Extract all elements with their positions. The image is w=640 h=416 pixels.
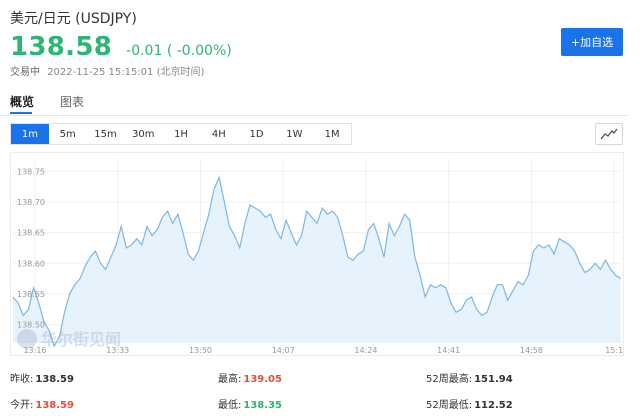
line-chart-icon — [600, 128, 618, 140]
x-tick-label: 14:07 — [272, 346, 295, 355]
y-tick-label: 138.65 — [17, 229, 45, 238]
last-price: 138.58 — [10, 32, 113, 62]
chart-svg: 华尔街见闻 138.75 138.70 138.65 138.60 138.55 138.5… — [12, 159, 623, 355]
period-1w[interactable]: 1W — [286, 128, 303, 140]
x-tick-label: 13:16 — [23, 346, 46, 355]
price-change: -0.01 ( -0.00%) — [126, 43, 232, 59]
stat-52w-low: 52周最低: 112.52 — [426, 400, 513, 411]
watermark-text: 华尔街见闻 — [41, 330, 121, 349]
stat-open: 今开: 138.59 — [10, 400, 74, 411]
price-area — [13, 177, 621, 347]
stat-low: 最低: 138.35 — [218, 400, 282, 411]
period-selector: 1m 5m 15m 30m 1H 4H 1D 1W 1M — [10, 123, 352, 145]
period-4h[interactable]: 4H — [211, 128, 226, 140]
y-tick-label: 138.70 — [17, 198, 45, 207]
add-to-watchlist-button[interactable]: +加自选 — [561, 28, 623, 56]
y-tick-label: 138.75 — [17, 167, 45, 176]
watermark-logo-icon — [17, 329, 37, 349]
stat-prev-close: 昨收: 138.59 — [10, 374, 74, 385]
period-1mo[interactable]: 1M — [324, 128, 340, 140]
trading-status: 交易中 — [10, 67, 40, 78]
price-row: 138.58 -0.01 ( -0.00%) — [10, 32, 232, 62]
period-15m[interactable]: 15m — [94, 128, 117, 140]
x-tick-label: 14:58 — [520, 346, 543, 355]
period-1h[interactable]: 1H — [174, 128, 188, 140]
y-tick-label: 138.55 — [17, 290, 45, 299]
period-5m[interactable]: 5m — [59, 128, 76, 140]
timestamp: 2022-11-25 15:15:01 (北京时间) — [47, 67, 205, 78]
chart-type-button[interactable] — [595, 123, 623, 145]
instrument-title: 美元/日元 (USDJPY) — [10, 11, 137, 27]
status-line: 交易中 2022-11-25 15:15:01 (北京时间) — [10, 63, 204, 78]
price-chart: 华尔街见闻 138.75 138.70 138.65 138.60 138.55 138.5… — [10, 152, 624, 356]
y-tick-label: 138.60 — [17, 259, 45, 268]
x-tick-label: 14:41 — [437, 346, 460, 355]
view-tabs: 概览 图表 — [0, 90, 640, 116]
period-1m[interactable]: 1m — [11, 124, 49, 144]
x-tick-label: 13:33 — [106, 346, 129, 355]
period-1d[interactable]: 1D — [249, 128, 264, 140]
stat-high: 最高: 139.05 — [218, 374, 282, 385]
watermark: 华尔街见闻 — [17, 329, 121, 349]
tab-overview[interactable]: 概览 — [10, 95, 35, 109]
period-30m[interactable]: 30m — [132, 128, 155, 140]
y-tick-label: 138.50 — [17, 321, 45, 330]
x-tick-label: 14:24 — [354, 346, 377, 355]
price-line — [12, 175, 622, 348]
stat-52w-high: 52周最高: 151.94 — [426, 374, 513, 385]
x-tick-label: 13:50 — [189, 346, 212, 355]
x-tick-label: 15:1 — [605, 346, 623, 355]
tab-chart[interactable]: 图表 — [60, 95, 85, 109]
active-tab-indicator — [10, 112, 32, 114]
tabs-divider — [0, 115, 628, 116]
